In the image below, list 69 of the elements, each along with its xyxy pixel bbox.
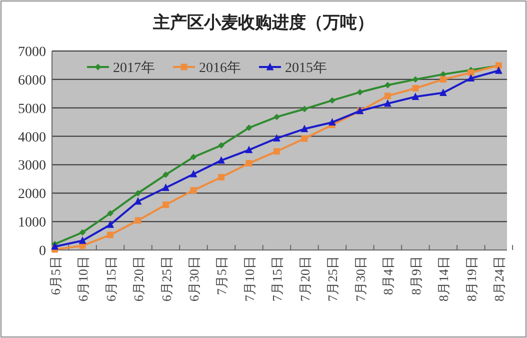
x-tick-label: 6月30日 [186,256,202,302]
y-tick-label: 1000 [18,216,46,231]
x-tick-label: 7月5日 [214,256,230,295]
point [274,114,280,120]
x-tick-label: 7月25日 [325,256,340,302]
point [384,82,391,88]
x-tick-label: 7月10日 [242,256,257,302]
x-tick-label: 6月5日 [48,256,63,295]
point [162,171,169,178]
legend-label: 2016年 [199,60,241,76]
point [467,74,475,82]
point [412,85,419,92]
point [329,97,336,104]
point [218,174,224,180]
point [106,220,114,228]
chart-title: 主产区小麦收购进度（万吨） [152,13,374,32]
point [162,202,169,208]
point [218,142,224,149]
point [412,76,419,83]
point [384,92,391,100]
y-tick-label: 4000 [18,130,46,146]
x-tick-label: 6月15日 [103,256,118,302]
point [300,124,308,132]
point [440,76,446,83]
point [51,242,58,250]
point [494,66,502,74]
x-tick-label: 6月20日 [131,256,146,302]
point [246,160,252,166]
point [301,106,308,112]
point [439,88,447,96]
point [134,190,142,196]
point [218,156,225,164]
x-tick-label: 8月24日 [492,256,507,302]
y-tick-label: 6000 [18,73,46,88]
x-tick-label: 8月4日 [380,256,396,295]
y-tick-label: 5000 [18,102,46,117]
point [412,92,420,100]
y-tick-label: 7000 [18,45,46,60]
y-tick-label: 2000 [18,187,46,202]
x-tick-label: 7月20日 [297,256,312,302]
x-tick-label: 7月15日 [270,256,285,302]
point [190,170,198,178]
point [468,69,474,76]
x-tick-label: 8月19日 [464,256,479,302]
point [134,217,142,224]
point [245,146,253,154]
point [107,210,114,217]
point [134,197,142,205]
x-tick-label: 7月30日 [352,256,368,302]
x-tick-label: 6月25日 [158,256,174,302]
point [301,135,308,142]
point [384,99,392,107]
point [328,118,336,126]
point [162,184,170,191]
point [274,148,280,155]
y-tick-label: 3000 [18,158,46,174]
point [78,236,86,244]
point [273,134,280,142]
point [356,89,364,96]
legend-label: 2015年 [285,60,327,76]
point [190,154,197,160]
point [107,232,114,238]
x-tick-label: 8月9日 [408,256,424,295]
legend-label: 2017年 [113,60,155,76]
y-tick-label: 0 [39,244,46,259]
x-tick-label: 8月14日 [436,256,452,302]
point [190,187,197,194]
x-tick-label: 6月10日 [76,256,91,302]
point [79,229,86,236]
